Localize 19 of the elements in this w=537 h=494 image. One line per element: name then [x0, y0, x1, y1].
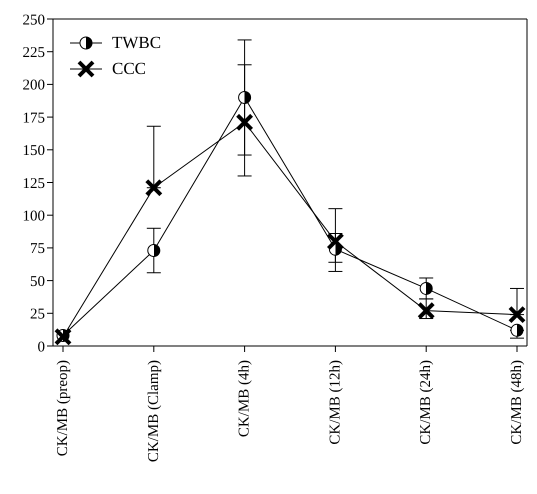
y-tick-label: 225	[22, 45, 45, 62]
y-tick-label: 50	[30, 274, 45, 290]
legend-label: TWBC	[112, 33, 162, 53]
y-tick-label: 125	[22, 176, 45, 192]
y-tick-label: 25	[30, 306, 45, 323]
y-tick-label: 100	[22, 208, 45, 225]
x-tick-label: CK/MB (24h)	[418, 360, 434, 445]
y-tick-label: 250	[22, 12, 45, 28]
x-tick-label: CK/MB (Clamp)	[146, 360, 162, 462]
y-tick-label: 0	[38, 339, 45, 356]
legend-label: CCC	[112, 59, 146, 79]
x-tick-label: CK/MB (48h)	[509, 360, 525, 445]
x-tick-label: CK/MB (preop)	[55, 360, 71, 456]
y-tick-label: 175	[22, 110, 45, 126]
y-tick-label: 200	[22, 78, 45, 94]
y-tick-label: 75	[30, 241, 45, 258]
x-tick-label: CK/MB (4h)	[236, 360, 253, 438]
x-tick-label: CK/MB (12h)	[327, 360, 344, 445]
y-tick-label: 150	[22, 143, 45, 160]
